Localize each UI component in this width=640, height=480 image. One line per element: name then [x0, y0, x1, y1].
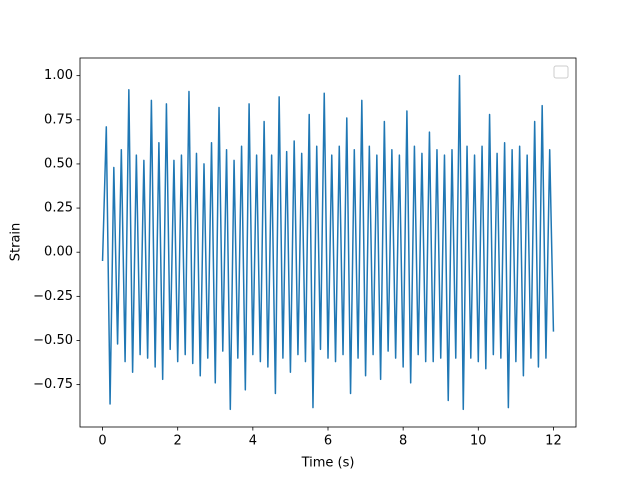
x-tick-label: 12	[545, 434, 562, 449]
y-tick-label: 0.75	[44, 112, 73, 127]
legend-box	[553, 65, 569, 79]
x-tick-label: 6	[324, 434, 332, 449]
y-tick-label: 0.25	[44, 201, 73, 216]
y-tick-label: −0.50	[33, 333, 73, 348]
y-tick-label: 0.00	[44, 245, 73, 260]
data-line	[101, 74, 555, 411]
y-tick-label: 1.00	[44, 68, 73, 83]
y-axis-label: Strain	[9, 223, 24, 262]
y-tick-label: 0.50	[44, 156, 73, 171]
x-tick-label: 10	[470, 434, 487, 449]
x-tick-label: 0	[98, 434, 106, 449]
x-axis-label: Time (s)	[301, 456, 355, 471]
y-tick-label: −0.75	[33, 377, 73, 392]
x-tick-label: 4	[249, 434, 257, 449]
x-tick-label: 2	[174, 434, 182, 449]
x-tick-label: 8	[399, 434, 407, 449]
y-tick-label: −0.25	[33, 289, 73, 304]
